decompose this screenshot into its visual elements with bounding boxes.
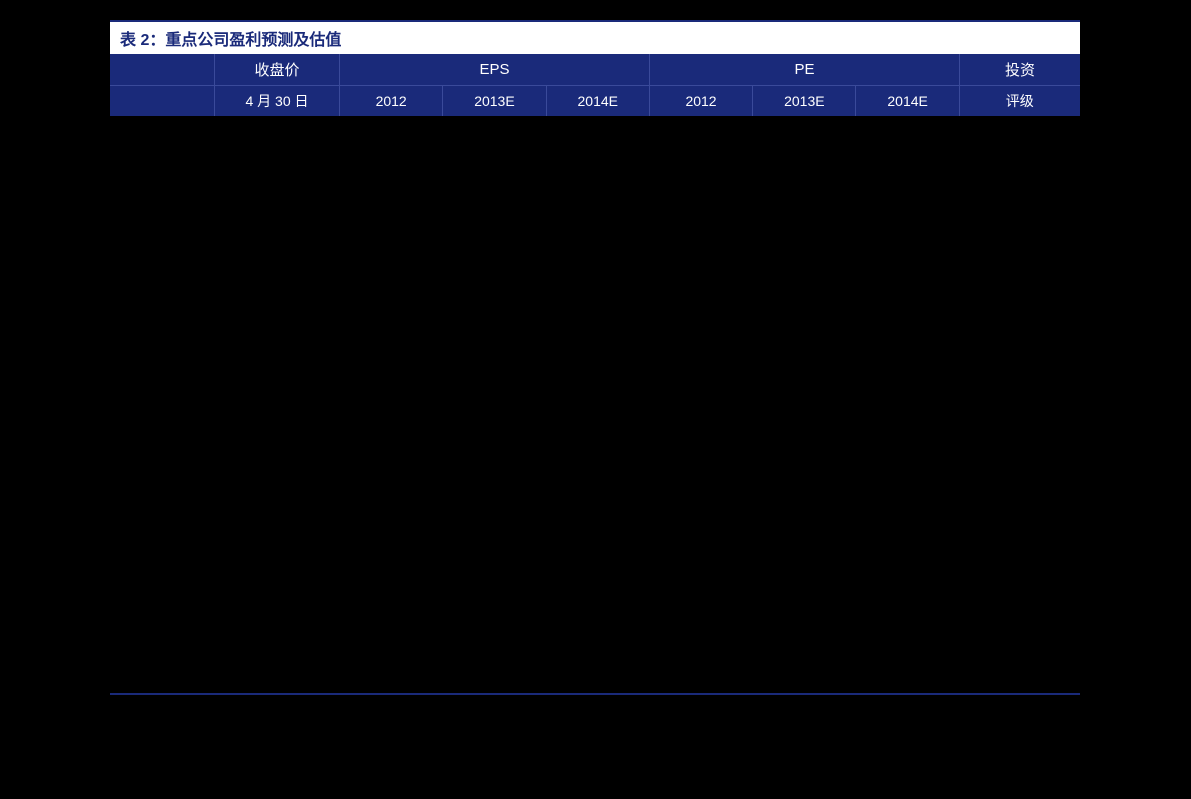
table-header-row-1: 收盘价 EPS PE 投资 — [110, 54, 1080, 85]
subheader-pe-2014e: 2014E — [856, 86, 959, 116]
subheader-eps-2012: 2012 — [340, 86, 443, 116]
subheader-date: 4 月 30 日 — [215, 86, 340, 116]
subheader-blank — [110, 86, 215, 116]
subheader-pe-2013e: 2013E — [753, 86, 856, 116]
subheader-rating: 评级 — [960, 86, 1080, 116]
header-eps: EPS — [340, 54, 650, 85]
table-header-row-2: 4 月 30 日 2012 2013E 2014E 2012 2013E 201… — [110, 85, 1080, 116]
header-pe: PE — [650, 54, 960, 85]
table-bottom-border — [110, 693, 1080, 695]
header-price: 收盘价 — [215, 54, 340, 85]
subheader-eps-2013e: 2013E — [443, 86, 546, 116]
subheader-pe-2012: 2012 — [650, 86, 753, 116]
earnings-forecast-table: 表 2：重点公司盈利预测及估值 收盘价 EPS PE 投资 4 月 30 日 2… — [110, 20, 1080, 116]
subheader-eps-2014e: 2014E — [547, 86, 650, 116]
header-rating: 投资 — [960, 54, 1080, 85]
table-title: 表 2：重点公司盈利预测及估值 — [110, 20, 1080, 54]
header-blank — [110, 54, 215, 85]
